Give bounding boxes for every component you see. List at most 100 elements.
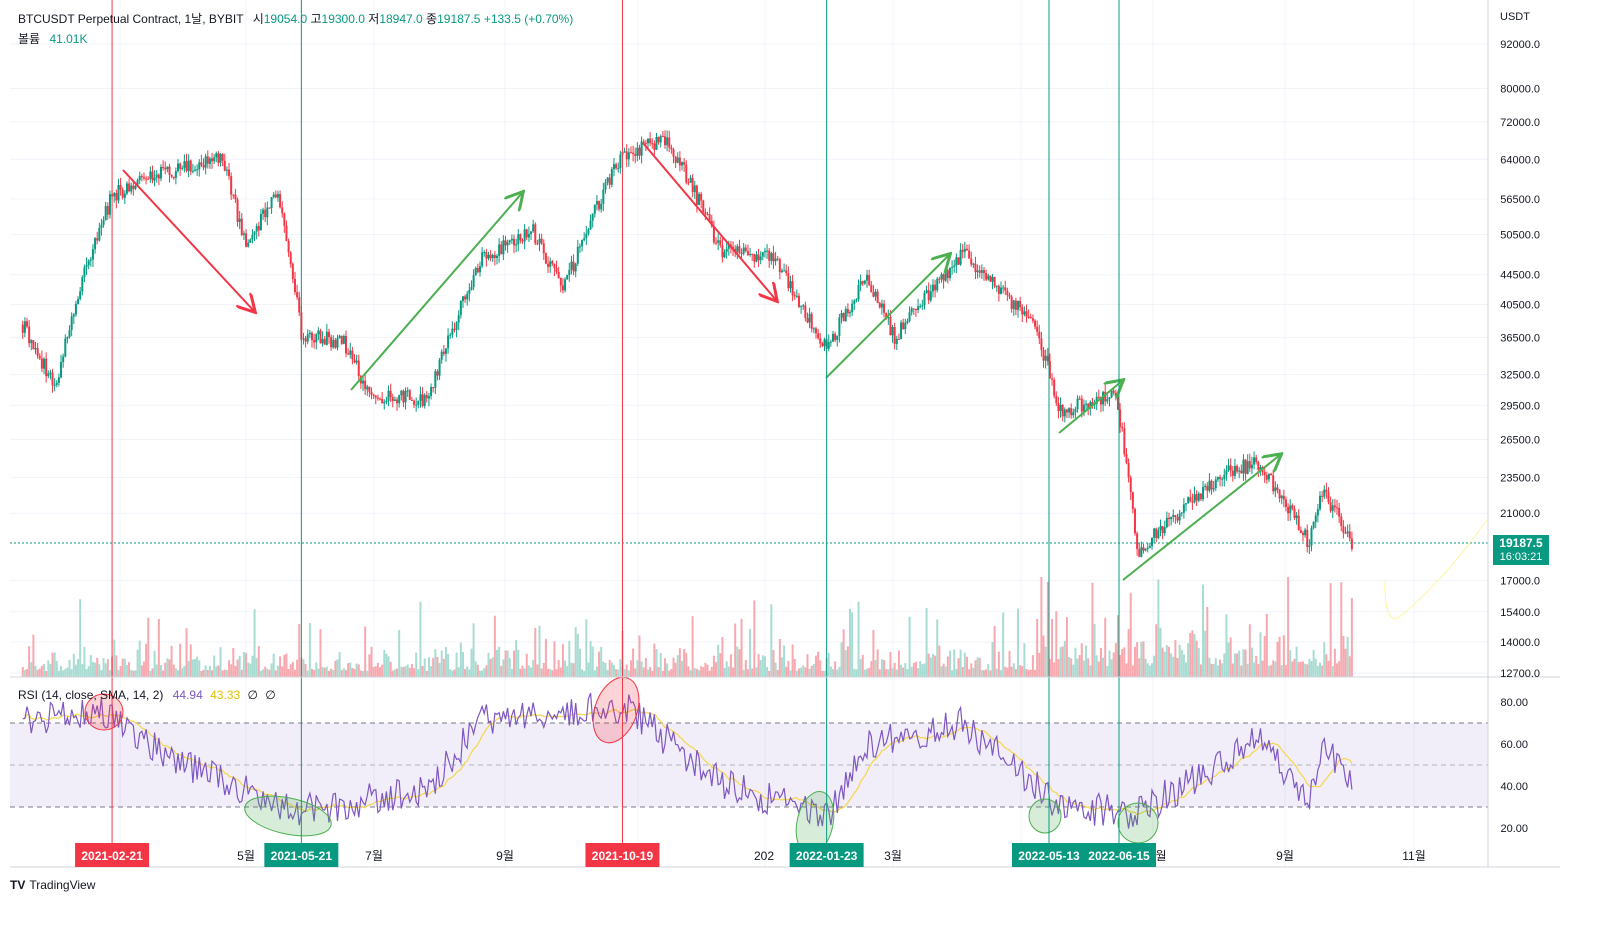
candle-body	[789, 281, 792, 289]
candle-body	[931, 284, 934, 292]
candle-body	[1216, 477, 1219, 480]
volume-bar	[785, 666, 788, 677]
candle-body	[715, 242, 718, 244]
volume-bar	[702, 667, 705, 677]
candle-body	[823, 339, 826, 347]
volume-bar	[857, 601, 860, 677]
volume-bar	[234, 665, 237, 677]
candle-body	[583, 238, 586, 240]
volume-label[interactable]: 볼륨	[18, 32, 41, 46]
symbol-title[interactable]: BTCUSDT Perpetual Contract, 1날, BYBIT	[18, 12, 244, 26]
candle-body	[351, 350, 354, 360]
up-arrow-4[interactable]	[1122, 455, 1280, 581]
volume-bar	[1246, 663, 1249, 677]
candle-body	[64, 338, 67, 357]
candle-body	[987, 275, 990, 280]
volume-bar	[538, 625, 541, 677]
candle-body	[1023, 311, 1026, 315]
candle-body	[912, 308, 915, 310]
volume-bar	[225, 670, 228, 677]
volume-bar	[965, 656, 968, 677]
volume-bar	[766, 666, 769, 677]
symbol-legend[interactable]: BTCUSDT Perpetual Contract, 1날, BYBIT 시1…	[18, 10, 573, 47]
rsi-legend[interactable]: RSI (14, close, SMA, 14, 2) 44.94 43.33 …	[18, 688, 276, 702]
date-tag-2022-01-23[interactable]	[789, 843, 864, 867]
tradingview-brand[interactable]: TV TradingView	[10, 878, 95, 892]
volume-bar	[1308, 658, 1311, 677]
volume-bar	[695, 668, 698, 677]
volume-bar	[430, 666, 433, 677]
volume-bar	[704, 662, 707, 677]
volume-bar	[849, 608, 852, 677]
volume-bar	[810, 665, 813, 677]
last-price-tag[interactable]: 19187.5 16:03:21	[1493, 535, 1549, 565]
volume-bar	[289, 664, 292, 677]
candle-body	[530, 231, 533, 234]
candle-body	[1225, 470, 1228, 475]
candle-body	[266, 207, 269, 218]
up-arrow-1[interactable]	[350, 193, 522, 391]
candle-body	[547, 263, 550, 267]
candle-body	[1274, 487, 1277, 492]
date-tag-2022-06-15[interactable]	[1082, 843, 1156, 867]
volume-bar	[823, 670, 826, 677]
date-tag-2021-10-19[interactable]	[585, 843, 660, 867]
date-tag-2022-05-13[interactable]	[1012, 843, 1086, 867]
up-arrow-3[interactable]	[1058, 381, 1122, 434]
candle-body	[957, 257, 960, 265]
volume-bar	[936, 619, 939, 677]
candle-body	[855, 299, 858, 301]
volume-bar	[368, 654, 371, 677]
candle-body	[117, 185, 120, 201]
volume-bar	[840, 642, 843, 677]
volume-bar	[783, 645, 786, 677]
candle-body	[1246, 461, 1249, 474]
candle-body	[970, 258, 973, 265]
candle-body	[291, 263, 294, 279]
rsi-oversold-ellipse-4[interactable]	[1117, 802, 1159, 844]
volume-bar	[1082, 660, 1085, 677]
candle-body	[1176, 517, 1179, 521]
candle-body	[746, 251, 749, 255]
candle-body	[43, 358, 46, 369]
volume-bar	[1193, 634, 1196, 677]
volume-bar	[1072, 664, 1075, 677]
candle-body	[130, 185, 133, 192]
down-arrow-1[interactable]	[122, 169, 254, 311]
candle-body	[951, 266, 954, 268]
volume-bar	[1061, 646, 1064, 677]
candle-body	[255, 226, 258, 232]
volume-bar	[991, 642, 994, 677]
candle-body	[946, 270, 949, 279]
rsi-overbought-ellipse-1[interactable]	[84, 693, 124, 731]
candle-body	[1299, 530, 1302, 533]
volume-bar	[230, 664, 233, 677]
rsi-overbought-ellipse-2[interactable]	[585, 671, 648, 749]
volume-bar	[287, 669, 290, 677]
volume-bar	[43, 663, 46, 677]
candle-body	[751, 254, 754, 256]
candle-body	[204, 156, 207, 168]
volume-bar	[1042, 635, 1045, 677]
volume-bar	[927, 653, 930, 677]
down-arrow-2[interactable]	[642, 142, 776, 300]
rsi-oversold-ellipse-1[interactable]	[241, 789, 335, 843]
volume-bar	[1238, 650, 1241, 677]
candle-body	[1044, 355, 1047, 361]
rsi-title[interactable]: RSI (14, close, SMA, 14, 2)	[18, 688, 164, 702]
rsi-oversold-ellipse-3[interactable]	[1028, 798, 1062, 834]
price-tick: 44500.0	[1500, 270, 1540, 282]
candle-body	[491, 254, 494, 259]
date-tag-2021-02-21[interactable]	[75, 843, 150, 867]
candle-body	[1068, 408, 1071, 413]
volume-bar	[1112, 652, 1115, 677]
date-tag-2021-05-21[interactable]	[264, 843, 339, 867]
open-label: 시	[252, 12, 264, 26]
volume-bar	[1168, 646, 1171, 677]
price-tick: 80000.0	[1500, 83, 1540, 95]
volume-bar	[668, 670, 671, 677]
candle-body	[1106, 399, 1109, 402]
up-arrow-2[interactable]	[825, 255, 949, 379]
